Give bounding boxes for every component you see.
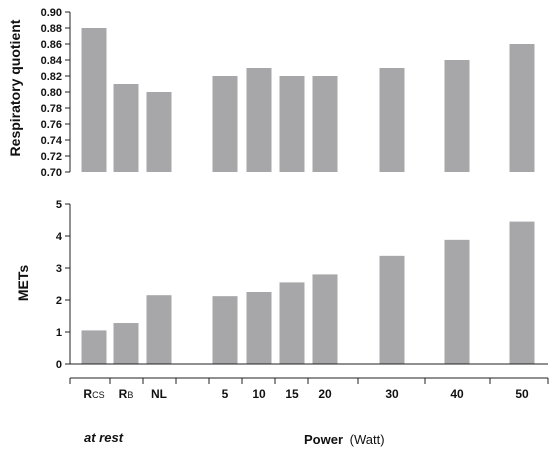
mets-bar-40 [444,239,470,364]
mets-bar-20 [312,274,338,364]
x-category-label-main: 5 [222,387,229,401]
power-caption-bold: Power [304,432,343,447]
x-category-label-main: 10 [252,387,266,401]
rq-bar-5 [212,76,238,172]
y-axis-title-mets: METs [15,265,31,302]
rq-bar-rcs [81,28,107,172]
rq-y-tick-label: 0.70 [41,167,62,179]
rq-bar-rb [113,84,139,172]
rq-y-tick-label: 0.86 [41,39,62,51]
y-axis-title-respiratory-quotient: Respiratory quotient [7,19,23,156]
rq-bar-nl [146,92,172,172]
power-caption: Power (Watt) [304,432,385,447]
mets-bar-15 [279,282,305,364]
x-category-label: NL [151,387,167,401]
mets-y-tick-label: 2 [56,295,62,307]
x-category-label-sub: CS [92,390,105,400]
power-caption-unit: (Watt) [350,432,385,447]
rq-bar-20 [312,76,338,172]
x-category-label: 15 [285,387,299,401]
mets-y-tick-label: 3 [56,263,62,275]
mets-bar-rcs [81,330,107,364]
at-rest-caption: at rest [84,430,124,445]
x-category-label-main: 15 [285,387,299,401]
mets-bar-50 [509,221,535,364]
x-category-label-main: 30 [385,387,399,401]
rq-bar-15 [279,76,305,172]
x-category-label-main: 50 [515,387,529,401]
mets-y-tick-label: 5 [56,199,62,211]
mets-bar-30 [379,255,405,364]
x-category-label: RCS [83,387,104,401]
rq-y-tick-label: 0.84 [41,55,63,67]
x-category-label: 30 [385,387,399,401]
mets-bar-10 [246,292,272,364]
rq-y-tick-label: 0.76 [41,119,62,131]
x-category-label: 40 [450,387,464,401]
x-category-label-sub: B [127,390,133,400]
rq-y-tick-label: 0.72 [41,151,62,163]
respiratory-quotient-panel: 0.70 0.72 0.74 0.76 0.78 0.80 0.82 0.84 0.86 0.88… [41,7,535,179]
x-category-label: 10 [252,387,266,401]
rq-y-tick-label: 0.78 [41,103,62,115]
rq-y-tick-label: 0.88 [41,23,62,35]
mets-bar-nl [146,295,172,364]
mets-bar-5 [212,296,238,364]
x-category-label: 50 [515,387,529,401]
rq-y-tick-label: 0.80 [41,87,62,99]
mets-panel: 0 1 2 3 4 5 [56,199,548,371]
rq-bar-30 [379,68,405,172]
rq-y-tick-label: 0.82 [41,71,62,83]
x-axis: RCS RB NL 5 10 15 20 30 40 50 [69,377,549,401]
mets-bar-rb [113,323,139,364]
x-category-label-main: 20 [318,387,332,401]
mets-y-tick-label: 0 [56,359,62,371]
x-category-label-main: 40 [450,387,464,401]
x-category-label-main: R [119,387,128,401]
rq-y-tick-label: 0.74 [41,135,63,147]
rq-bar-40 [444,60,470,172]
rq-bar-10 [246,68,272,172]
rq-bar-50 [509,44,535,172]
x-category-label: 20 [318,387,332,401]
x-category-label-main: NL [151,387,167,401]
mets-y-tick-label: 1 [56,327,62,339]
rq-y-tick-label: 0.90 [41,7,62,19]
x-category-label: 5 [222,387,229,401]
x-category-label: RB [119,387,134,401]
x-category-label-main: R [83,387,92,401]
mets-y-tick-label: 4 [56,231,63,243]
